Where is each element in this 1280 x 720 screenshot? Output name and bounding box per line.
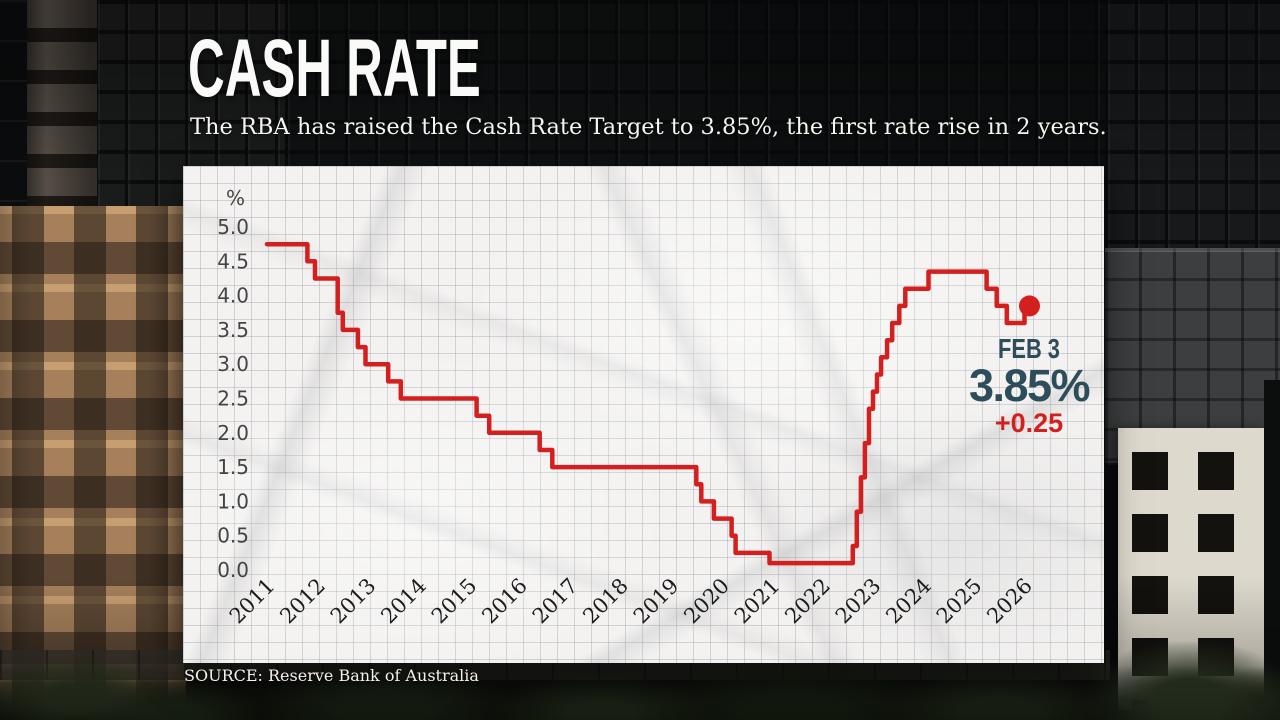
cash-rate-chart: %5.04.54.03.53.02.52.01.51.00.50.0201120… xyxy=(217,186,1040,629)
x-tick-label: 2022 xyxy=(780,574,835,629)
x-tick-label: 2013 xyxy=(326,574,381,629)
x-tick-label: 2016 xyxy=(477,574,532,629)
latest-move-annotation: FEB 3 3.85% +0.25 xyxy=(951,333,1107,439)
annotation-date: FEB 3 xyxy=(998,333,1060,364)
paper-crease-texture xyxy=(183,166,1104,663)
building-tan-apartments xyxy=(0,206,186,720)
header: CASH RATE The RBA has raised the Cash Ra… xyxy=(188,23,1107,141)
building-right-gray xyxy=(1105,248,1280,463)
annotation-rate-value: 3.85% xyxy=(968,360,1091,411)
x-tick-label: 2026 xyxy=(982,574,1037,629)
x-tick-label: 2023 xyxy=(831,574,886,629)
y-tick-label: 0.0 xyxy=(217,558,249,582)
y-tick-label: 1.0 xyxy=(217,489,249,513)
annotation-rate-change: +0.25 xyxy=(994,408,1064,438)
x-tick-label: 2012 xyxy=(275,574,330,629)
page-title: CASH RATE xyxy=(188,23,481,114)
x-tick-label: 2015 xyxy=(427,574,482,629)
x-tick-label: 2017 xyxy=(528,574,583,629)
x-tick-label: 2021 xyxy=(730,574,785,629)
y-tick-label: 3.0 xyxy=(217,352,249,376)
x-tick-label: 2020 xyxy=(679,574,734,629)
x-tick-label: 2019 xyxy=(629,574,684,629)
x-tick-label: 2018 xyxy=(578,574,633,629)
y-tick-label: 3.5 xyxy=(217,318,249,342)
cash-rate-line xyxy=(264,241,1032,566)
y-axis-unit-label: % xyxy=(226,186,245,210)
y-tick-label: 1.5 xyxy=(217,455,249,479)
y-tick-label: 5.0 xyxy=(217,215,249,239)
source-credit: SOURCE: Reserve Bank of Australia xyxy=(184,666,479,685)
x-tick-label: 2024 xyxy=(881,574,936,629)
building-dark-edge-right xyxy=(1264,380,1280,720)
page-subtitle: The RBA has raised the Cash Rate Target … xyxy=(190,114,1107,140)
x-tick-label: 2014 xyxy=(376,574,431,629)
latest-rate-dot xyxy=(1019,295,1040,317)
chart-paper: % 5.0 4.5 4.0 3.5 3.0 2.5 2.0 1.5 1.0 0.5 0.0 2011 20… xyxy=(183,166,1104,663)
y-tick-label: 0.5 xyxy=(217,524,249,548)
y-tick-label: 2.0 xyxy=(217,421,249,445)
y-tick-label: 4.0 xyxy=(217,284,249,308)
y-tick-label: 2.5 xyxy=(217,387,249,411)
graph-grid xyxy=(183,166,1104,663)
x-tick-label: 2025 xyxy=(932,574,987,629)
y-tick-label: 4.5 xyxy=(217,249,249,273)
